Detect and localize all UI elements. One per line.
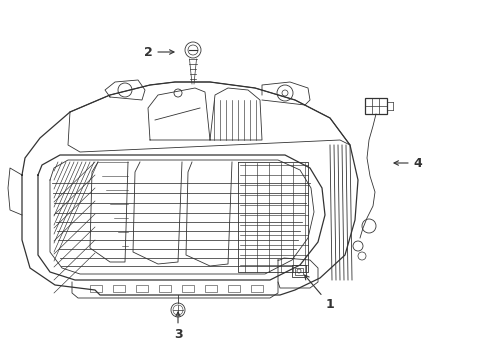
Bar	[292, 265, 306, 277]
Bar	[90, 285, 102, 292]
Bar	[136, 285, 148, 292]
Bar	[113, 285, 125, 292]
Bar	[182, 285, 194, 292]
Bar	[251, 285, 263, 292]
Bar	[365, 98, 387, 114]
Bar	[205, 285, 217, 292]
Text: 2: 2	[144, 45, 174, 59]
Bar	[295, 268, 303, 275]
Text: 4: 4	[394, 157, 422, 170]
Bar	[228, 285, 240, 292]
Bar	[159, 285, 171, 292]
Text: 3: 3	[173, 312, 182, 342]
Text: 1: 1	[305, 275, 334, 311]
